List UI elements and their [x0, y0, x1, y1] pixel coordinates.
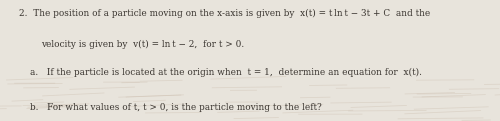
Text: a.   If the particle is located at the origin when  t = 1,  determine an equatio: a. If the particle is located at the ori… — [30, 68, 422, 77]
Text: 2.  The position of a particle moving on the x-axis is given by  x(t) = t ln t −: 2. The position of a particle moving on … — [19, 8, 430, 18]
Text: velocity is given by  v(t) = ln t − 2,  for t > 0.: velocity is given by v(t) = ln t − 2, fo… — [41, 40, 244, 49]
Text: b.   For what values of t, t > 0, is the particle moving to the left?: b. For what values of t, t > 0, is the p… — [30, 103, 322, 112]
